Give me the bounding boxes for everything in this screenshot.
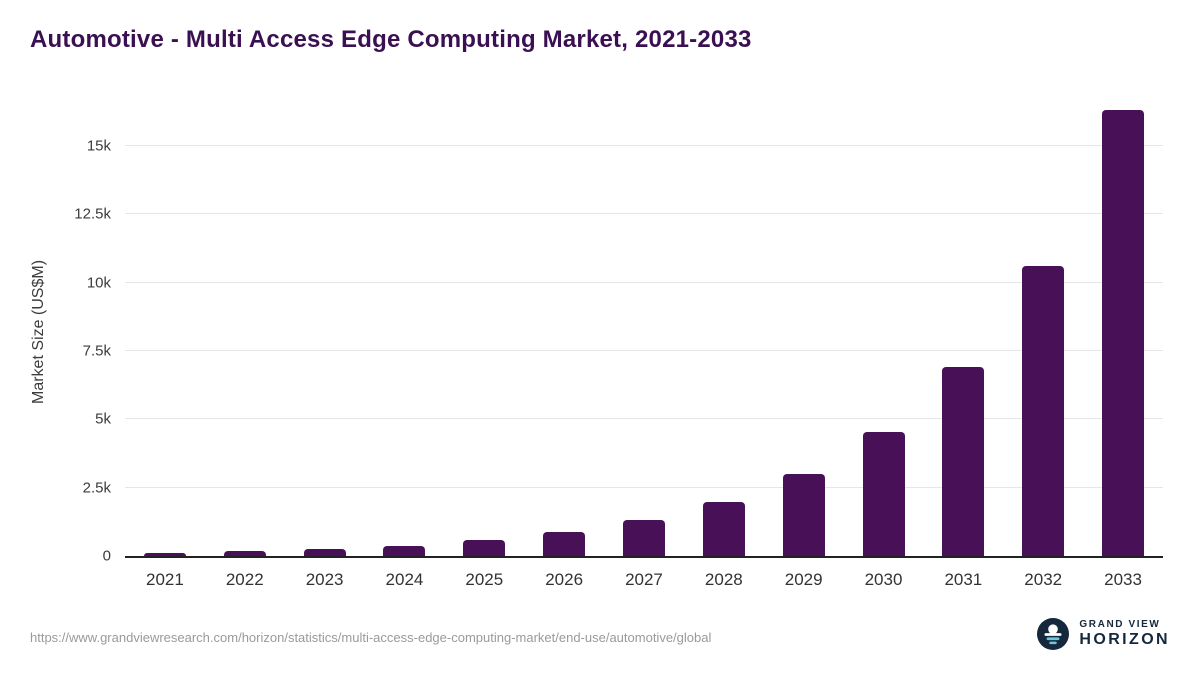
gridline: [125, 213, 1163, 215]
source-url: https://www.grandviewresearch.com/horizo…: [30, 630, 712, 645]
x-axis-labels: 2021 2022 2023 2024 2025 2026 2027 2028 2029 2030…: [125, 570, 1163, 590]
x-tick-label: 2023: [305, 570, 344, 589]
gridline: [125, 486, 1163, 488]
logo-line2: HORIZON: [1079, 630, 1170, 648]
bar-2021: [143, 553, 186, 556]
x-tick-label: 2024: [385, 570, 424, 589]
logo-line1: GRAND VIEW: [1079, 619, 1161, 631]
gridline: [125, 418, 1163, 420]
bar-2022: [223, 551, 266, 556]
x-tick-label: 2030: [864, 570, 903, 589]
y-tick-label: 7.5k: [82, 342, 111, 360]
bar-2026: [543, 531, 586, 556]
bar-2027: [622, 519, 665, 556]
x-tick-label: 2025: [465, 570, 504, 589]
horizon-logo-icon: [1037, 618, 1070, 650]
bar-2024: [383, 545, 426, 556]
y-tick-label: 5k: [95, 410, 111, 428]
gridline: [125, 145, 1163, 146]
bar-2029: [782, 473, 825, 556]
y-tick-label: 10k: [86, 274, 111, 292]
bar-2031: [942, 367, 985, 556]
y-tick-label: 0: [102, 547, 111, 565]
x-tick-label: 2027: [625, 570, 663, 589]
gridline: [125, 350, 1163, 351]
gridline: [125, 281, 1163, 283]
bar-2025: [463, 540, 506, 556]
x-tick-label: 2026: [545, 570, 584, 589]
y-tick-label: 12.5k: [74, 205, 111, 223]
y-tick-label: 2.5k: [82, 479, 111, 497]
x-tick-label: 2028: [704, 570, 743, 589]
x-tick-label: 2032: [1024, 570, 1063, 589]
y-tick-label: 15k: [86, 137, 111, 155]
bar-2028: [702, 501, 745, 556]
bar-2030: [862, 431, 905, 556]
chart-title: Automotive - Multi Access Edge Computing…: [30, 26, 752, 53]
logo-text: GRAND VIEW HORIZON: [1079, 619, 1170, 649]
x-tick-label: 2029: [784, 570, 823, 589]
bar-2023: [303, 549, 346, 556]
y-axis-label: Market Size (US$M): [30, 259, 47, 404]
x-tick-label: 2031: [944, 570, 983, 589]
brand-logo[interactable]: GRAND VIEW HORIZON: [1037, 618, 1170, 650]
x-tick-label: 2021: [146, 570, 184, 589]
bar-2032: [1022, 266, 1065, 556]
bar-2033: [1102, 110, 1145, 556]
x-tick-label: 2033: [1104, 570, 1142, 589]
plot-area: 0 2.5k 5k 7.5k 10k 12.5k 15k: [74, 105, 1163, 565]
bars-container: [125, 105, 1163, 556]
x-tick-label: 2022: [225, 570, 264, 589]
